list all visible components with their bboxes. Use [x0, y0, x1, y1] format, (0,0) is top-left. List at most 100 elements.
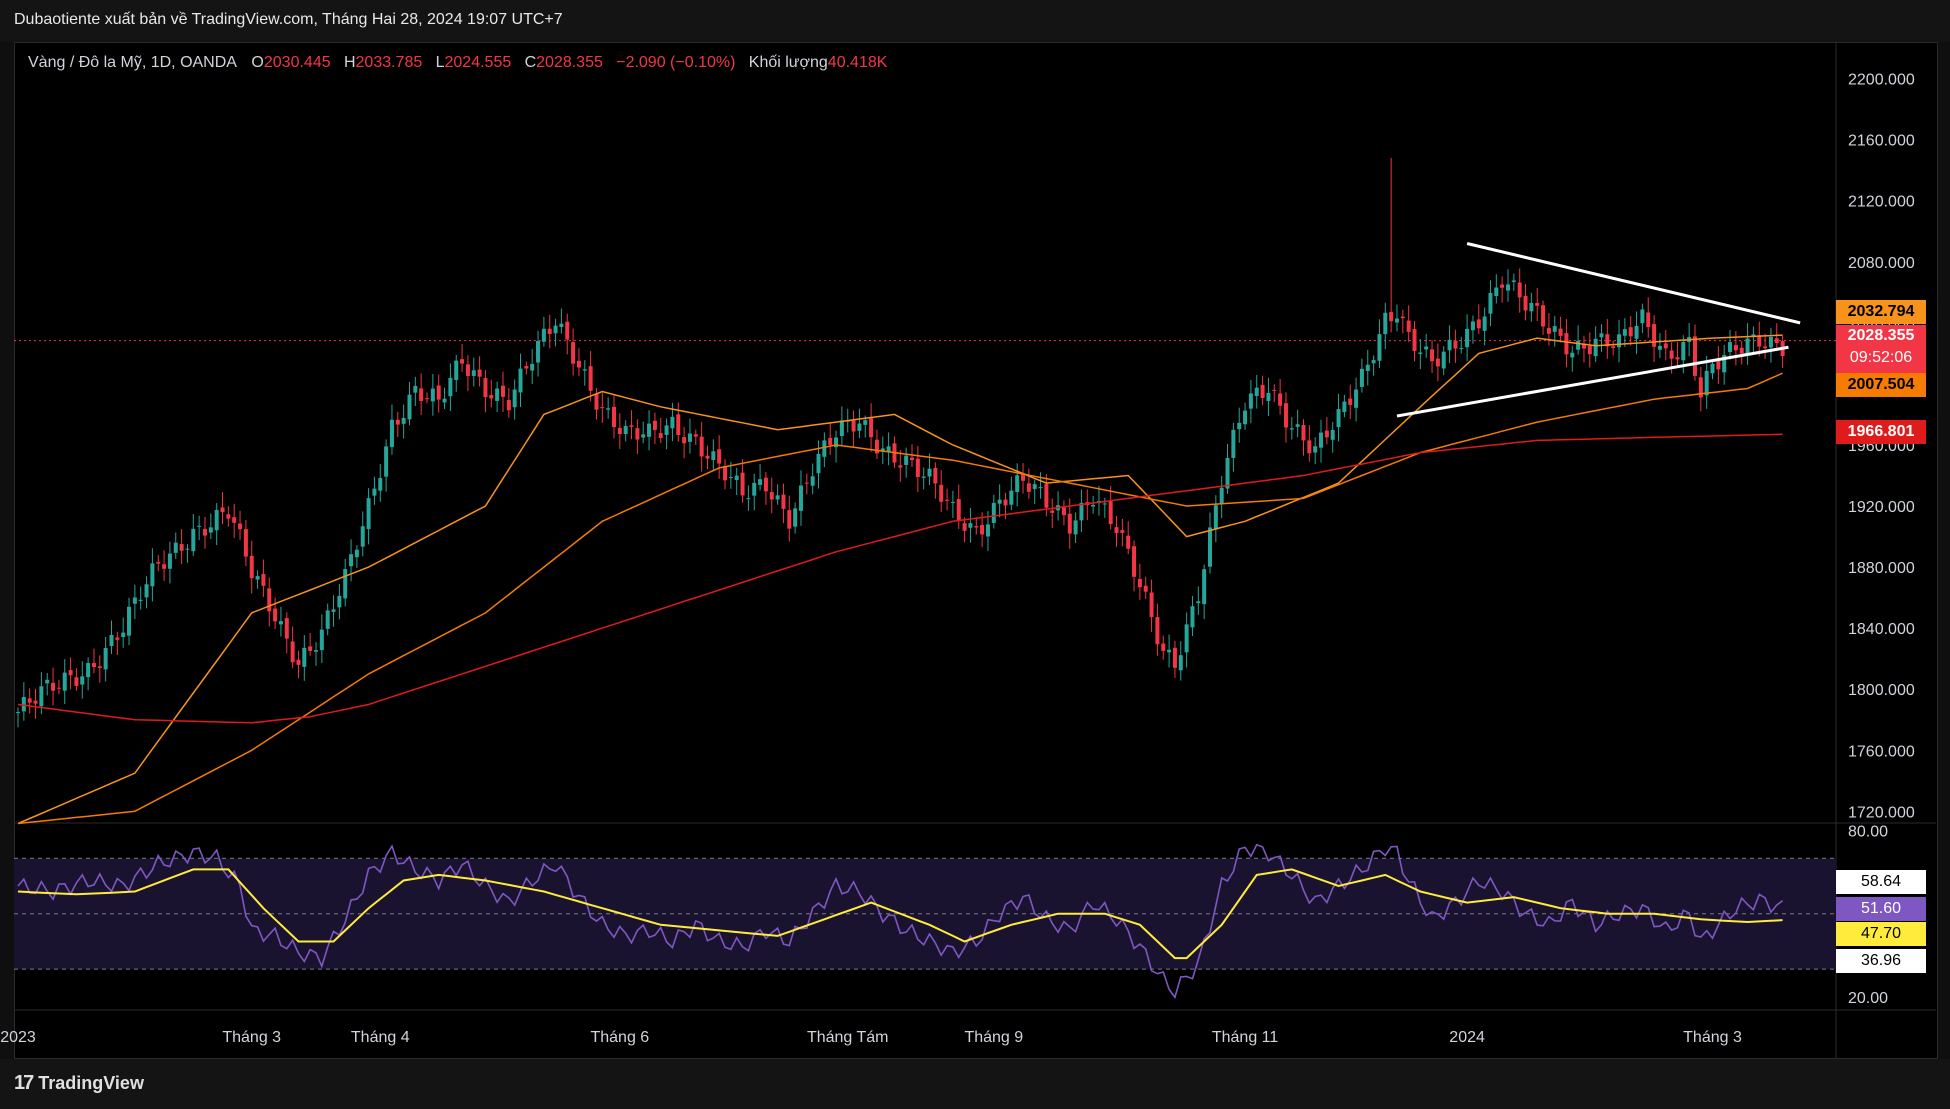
- candle-body: [413, 385, 418, 393]
- candle-body: [793, 508, 798, 527]
- candle-body: [641, 434, 646, 438]
- candle-body: [1126, 535, 1131, 549]
- candle-body: [1412, 329, 1417, 351]
- candle-body: [1377, 334, 1382, 361]
- candle-body: [623, 426, 628, 435]
- candle-body: [1459, 347, 1464, 349]
- price-tick-label: 1720.000: [1848, 804, 1915, 821]
- candle-body: [1050, 510, 1055, 513]
- candle-body: [798, 485, 803, 511]
- candle-body: [594, 393, 599, 410]
- candle-body: [1342, 401, 1347, 413]
- price-tick-label: 2080.000: [1848, 255, 1915, 272]
- time-tick-label: Tháng Tám: [807, 1029, 889, 1046]
- candle-body: [39, 686, 44, 707]
- candle-body: [278, 621, 283, 625]
- candle-body: [284, 618, 289, 639]
- symbol-label[interactable]: Vàng / Đô la Mỹ, 1D, OANDA: [28, 54, 237, 71]
- candle-body: [834, 437, 839, 448]
- candle-body: [629, 425, 634, 427]
- candle-body: [454, 360, 459, 380]
- candle-body: [296, 659, 301, 665]
- candle-body: [781, 494, 786, 509]
- candle-body: [1155, 617, 1160, 645]
- candle-body: [962, 523, 967, 531]
- candle-body: [179, 544, 184, 551]
- last-price-value: 2028.355: [1847, 327, 1915, 344]
- candle-body: [1669, 350, 1674, 359]
- candle-body: [974, 526, 979, 528]
- candle-body: [693, 434, 698, 437]
- candle-body: [395, 419, 400, 425]
- rsi-tag-1: 58.64: [1836, 870, 1926, 894]
- candle-body: [1394, 318, 1399, 323]
- ma-long-price-tag: 1966.801: [1836, 420, 1926, 444]
- candle-body: [232, 517, 237, 523]
- candle-body: [127, 606, 132, 636]
- price-tick-label: 2200.000: [1848, 72, 1915, 89]
- candle-body: [1196, 601, 1201, 604]
- candle-body: [746, 498, 751, 500]
- candle-body: [1593, 338, 1598, 357]
- candle-body: [1430, 349, 1435, 362]
- candle-body: [495, 388, 500, 401]
- candle-body: [255, 576, 260, 580]
- candle-body: [1383, 312, 1388, 335]
- candle-body: [740, 472, 745, 496]
- candle-body: [138, 599, 143, 601]
- candle-body: [302, 647, 307, 667]
- time-tick-label: Tháng 3: [222, 1029, 281, 1046]
- candle-body: [1044, 484, 1049, 508]
- candle-body: [1184, 624, 1189, 653]
- candle-body: [927, 468, 932, 477]
- brand-name: TradingView: [38, 1073, 144, 1093]
- candle-body: [1365, 364, 1370, 371]
- open-value: 2030.445: [263, 54, 331, 71]
- candle-body: [1541, 305, 1546, 327]
- candle-body: [1038, 487, 1043, 489]
- candle-body: [1026, 483, 1031, 492]
- ohlc-legend: Vàng / Đô la Mỹ, 1D, OANDA O2030.445 H20…: [28, 54, 887, 72]
- candle-body: [787, 510, 792, 529]
- candle-body: [115, 637, 120, 640]
- candle-body: [1552, 326, 1557, 332]
- candle-body: [1476, 319, 1481, 329]
- candle-body: [1482, 316, 1487, 331]
- candle-body: [1278, 393, 1283, 406]
- candle-body: [1389, 312, 1394, 322]
- candle-body: [612, 406, 616, 428]
- price-tick-label: 2120.000: [1848, 194, 1915, 211]
- triangle-trendline: [1466, 242, 1801, 325]
- candle-body: [1202, 569, 1207, 605]
- candle-body: [1172, 647, 1177, 668]
- candle-body: [576, 360, 581, 368]
- candle-body: [559, 323, 564, 327]
- candle-body: [518, 368, 523, 393]
- candle-body: [1763, 346, 1768, 349]
- candle-body: [711, 451, 716, 461]
- candle-body: [968, 523, 973, 528]
- candle-body: [121, 632, 126, 637]
- candle-body: [1213, 505, 1218, 530]
- candle-body: [939, 484, 944, 502]
- candle-body: [1418, 352, 1423, 354]
- candle-body: [1190, 606, 1195, 628]
- candle-body: [261, 574, 266, 586]
- candle-body: [430, 388, 435, 402]
- candle-body: [483, 378, 488, 398]
- tradingview-brand[interactable]: 17 TradingView: [14, 1072, 144, 1095]
- price-tick-label: 1760.000: [1848, 743, 1915, 760]
- candle-body: [658, 433, 663, 438]
- candle-body: [810, 476, 815, 486]
- bar-countdown: 09:52:06: [1849, 349, 1913, 366]
- candle-body: [144, 584, 149, 598]
- change-value: −2.090 (−0.10%): [616, 54, 736, 71]
- candle-body: [763, 477, 768, 492]
- candle-body: [325, 610, 330, 629]
- low-value: 2024.555: [444, 54, 512, 71]
- candle-body: [1535, 302, 1540, 306]
- ma-mid-price-tag: 2007.504: [1836, 373, 1926, 397]
- candle-body: [606, 408, 611, 410]
- candle-body: [1675, 357, 1680, 360]
